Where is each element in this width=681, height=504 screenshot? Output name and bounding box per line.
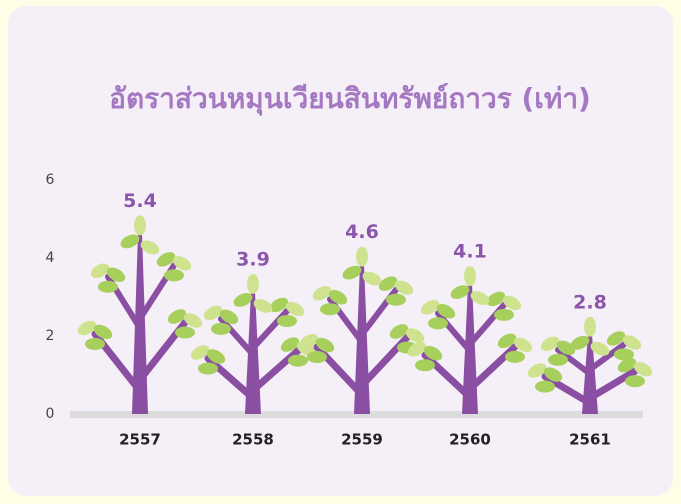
leaf [584, 317, 596, 337]
card [8, 6, 673, 496]
value-label: 2.8 [573, 291, 607, 313]
value-label: 3.9 [236, 248, 270, 270]
x-tick-label: 2560 [449, 431, 491, 449]
leaf [164, 269, 184, 281]
leaf [548, 354, 568, 366]
leaf [307, 351, 327, 363]
leaf [625, 375, 645, 387]
y-tick-label: 0 [46, 406, 55, 422]
leaf [415, 359, 435, 371]
x-tick-label: 2558 [232, 431, 274, 449]
leaf [134, 215, 146, 235]
y-tick-label: 2 [46, 328, 55, 344]
leaf [247, 274, 259, 294]
value-label: 5.4 [123, 190, 157, 212]
leaf [288, 355, 308, 367]
leaf [85, 338, 105, 350]
leaf [428, 317, 448, 329]
leaf [464, 266, 476, 286]
y-tick-label: 6 [46, 172, 55, 188]
leaf [198, 363, 218, 375]
leaf [494, 309, 514, 321]
value-label: 4.6 [345, 221, 379, 243]
value-label: 4.1 [453, 241, 487, 263]
leaf [535, 381, 555, 393]
page: {"chart_data": {"type": "pictorial-bar",… [0, 0, 681, 504]
chart: อัตราส่วนหมุนเวียนสินทรัพย์ถาวร (เท่า) 0… [0, 0, 681, 504]
leaf [320, 303, 340, 315]
x-tick-label: 2557 [119, 431, 161, 449]
leaf [211, 323, 231, 335]
x-tick-label: 2559 [341, 431, 383, 449]
leaf [277, 315, 297, 327]
leaf [614, 348, 634, 360]
leaf [356, 247, 368, 267]
x-tick-label: 2561 [569, 431, 611, 449]
leaf [505, 351, 525, 363]
leaf [386, 294, 406, 306]
y-tick-label: 4 [46, 250, 55, 266]
chart-title: อัตราส่วนหมุนเวียนสินทรัพย์ถาวร (เท่า) [109, 82, 591, 116]
leaf [175, 327, 195, 339]
leaf [98, 281, 118, 293]
